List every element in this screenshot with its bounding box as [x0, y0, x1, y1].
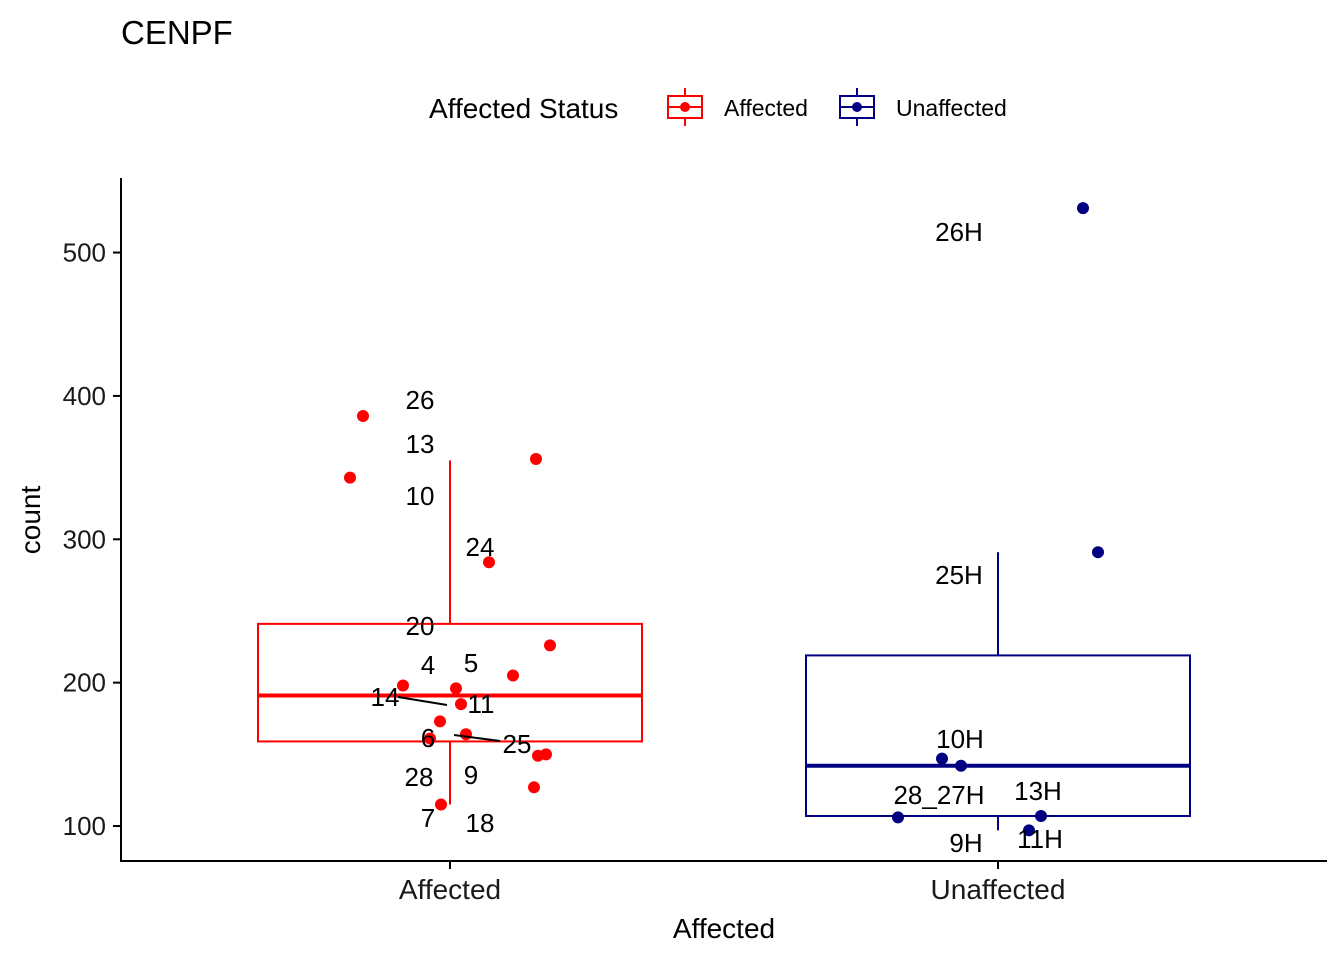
data-point: [344, 471, 356, 484]
point-label: 4: [421, 650, 435, 680]
data-point: [455, 698, 467, 711]
y-tick-label: 200: [63, 668, 106, 698]
data-point: [936, 752, 948, 765]
legend-title: Affected Status: [429, 93, 618, 124]
data-point: [507, 669, 519, 682]
label-connector: [397, 696, 448, 706]
point-label: 14: [371, 682, 400, 712]
legend-key-affected: [667, 88, 703, 126]
data-point: [530, 452, 542, 465]
data-point: [483, 556, 495, 569]
point-label: 10H: [936, 724, 984, 754]
x-axis-label: Affected: [673, 913, 775, 944]
point-label: 26H: [935, 217, 983, 247]
box-unaffected: [805, 552, 1191, 831]
point-label: 11H: [1017, 824, 1063, 854]
point-label: 11: [468, 689, 495, 719]
point-label: 13H: [1014, 776, 1062, 806]
data-point: [892, 811, 904, 824]
data-point: [540, 748, 552, 761]
data-point: [1092, 546, 1104, 559]
data-point: [435, 798, 447, 811]
data-point: [1077, 202, 1089, 215]
iqr-box: [805, 654, 1191, 817]
chart-title: CENPF: [121, 14, 233, 51]
point-label: 13: [406, 429, 435, 459]
y-tick-label: 400: [63, 381, 106, 411]
point-label: 28_27H: [893, 780, 984, 810]
data-point: [544, 639, 556, 652]
legend-key-unaffected: [839, 88, 875, 126]
point-label: 28: [405, 762, 434, 792]
point-label: 26: [406, 385, 435, 415]
point-label: 24: [466, 532, 495, 562]
x-tick-label: Affected: [399, 874, 501, 905]
point-label: 20: [406, 611, 435, 641]
y-tick-label: 300: [63, 524, 106, 554]
point-label: 6: [421, 723, 435, 753]
data-point: [955, 759, 967, 772]
axes: [120, 178, 1327, 862]
point-label: 10: [406, 481, 435, 511]
label-connector: [453, 734, 501, 742]
iqr-box: [257, 622, 643, 743]
data-point: [424, 732, 436, 745]
data-point: [1035, 809, 1047, 822]
data-point: [434, 715, 446, 728]
legend-label-affected: Affected: [724, 95, 808, 121]
data-point: [460, 728, 472, 741]
point-label: 25H: [935, 560, 983, 590]
point-label: 9H: [949, 828, 982, 858]
point-label: 18: [466, 808, 495, 838]
point-label: 25: [503, 729, 532, 759]
legend-label-unaffected: Unaffected: [896, 95, 1007, 121]
y-axis-label: count: [15, 486, 46, 555]
legend: Affected Status Affected Unaffected: [429, 88, 1007, 126]
y-tick-label: 100: [63, 811, 106, 841]
data-point: [1023, 824, 1035, 837]
data-point: [450, 682, 462, 695]
data-point: [397, 679, 409, 692]
box-affected: [257, 460, 643, 805]
point-label: 9: [464, 760, 478, 790]
data-point: [357, 409, 369, 422]
x-tick-label: Unaffected: [931, 874, 1066, 905]
y-tick-label: 500: [63, 238, 106, 268]
point-label: 5: [464, 648, 478, 678]
data-point: [528, 781, 540, 794]
point-label: 7: [421, 803, 435, 833]
